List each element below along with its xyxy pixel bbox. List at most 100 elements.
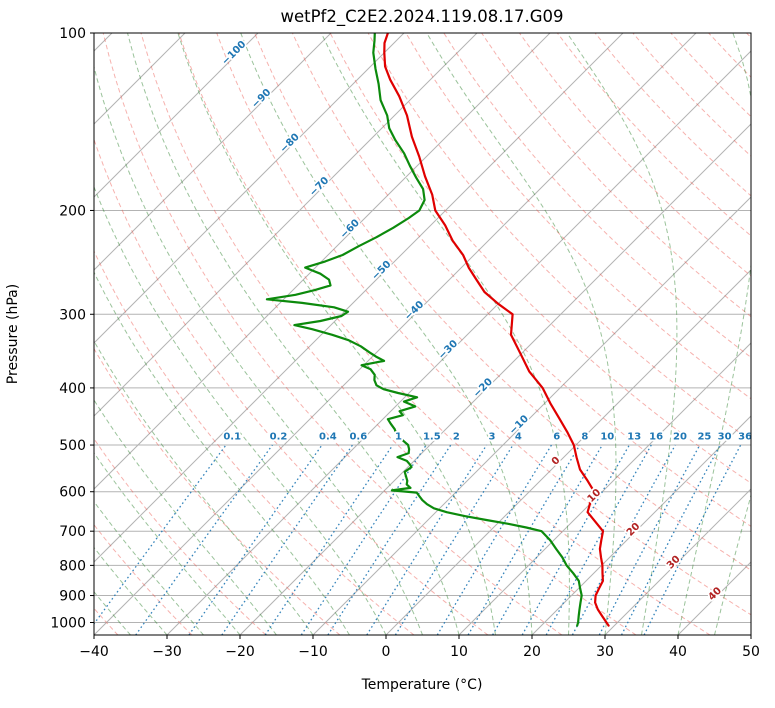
isotherm-line [239,123,751,635]
x-tick-label: 50 [742,644,760,660]
dry-adiabat [216,33,751,616]
mixing-ratio-line [94,444,227,625]
moist-adiabat [94,399,277,635]
isotherm-label: −50 [370,259,394,283]
dry-adiabat [94,138,489,635]
isotherm-label: −90 [250,87,274,111]
mixing-ratio-line [327,444,452,635]
mixing-ratio-label: 4 [515,432,522,443]
dry-adiabat [291,33,751,527]
isotherm-line [94,33,624,563]
moist-adiabat [320,33,570,635]
moist-adiabat-lines [94,33,751,635]
isotherm-label: −60 [338,218,362,242]
dewpoint-line [265,33,583,627]
moist-adiabat [177,33,496,635]
mixing-ratio-line [366,444,488,635]
mixing-ratio-line [221,444,354,635]
dry-adiabat [140,33,637,635]
mixing-ratio-line [394,444,514,635]
isotherm-line [677,561,751,635]
mixing-ratio-line [643,444,742,635]
mixing-ratio-line [300,444,427,635]
y-tick-label: 800 [59,558,86,574]
isotherm-label: 40 [706,585,724,603]
isotherm-label: −80 [278,132,302,156]
moist-adiabat [426,33,617,635]
moist-adiabat [94,591,131,635]
isotherm-line [312,196,751,635]
isotherm-line [750,634,751,635]
mixing-ratio-line [545,444,652,635]
x-tick-label: 10 [450,644,468,660]
x-axis-ticks: −40 −30 −20 −10 0 10 20 30 40 50 [79,635,760,660]
dry-adiabat [405,33,751,400]
mixing-ratio-label: 1.5 [423,432,441,443]
dry-adiabat [518,33,751,277]
dry-adiabat [254,33,751,571]
mixing-ratio-line [264,444,394,635]
mixing-ratio-line [436,444,553,635]
x-tick-label: −20 [225,644,255,660]
mixing-ratio-label: 36 [738,432,752,443]
isotherm-label: 0 [550,455,563,468]
mixing-ratio-line [467,444,581,635]
moist-adiabat [94,185,387,635]
y-tick-label: 700 [59,524,86,540]
pressure-gridlines [94,33,751,623]
isotherm-line [166,50,751,635]
y-axis-title: Pressure (hPa) [5,284,21,384]
y-tick-label: 100 [59,26,86,42]
x-tick-label: 30 [596,644,614,660]
temperature-line [383,33,610,627]
plot-border [93,32,752,636]
dry-adiabat [94,250,415,635]
isotherm-line [94,33,186,125]
y-tick-label: 600 [59,485,86,501]
isotherm-line [94,33,478,417]
mixing-ratio-line [135,444,273,635]
mixing-ratio-label: 13 [627,432,641,443]
isotherm-line [458,342,751,635]
isotherm-line [94,33,405,344]
mixing-ratio-label: 0.4 [319,432,337,443]
moist-adiabat [240,33,533,635]
mixing-ratio-line [598,444,701,635]
y-axis-ticks: 100 200 300 400 500 600 700 800 900 1000 [50,26,94,632]
mixing-ratio-label: 0.1 [223,432,241,443]
mixing-ratio-lines [94,444,742,635]
y-tick-label: 1000 [50,616,86,632]
x-tick-label: −40 [79,644,109,660]
dry-adiabat [632,33,751,157]
x-tick-label: 20 [523,644,541,660]
moist-adiabat [94,452,241,635]
dry-adiabat [708,33,751,78]
isotherm-label: 20 [625,521,643,539]
mixing-ratio-line [620,444,721,635]
x-tick-label: −10 [298,644,328,660]
dry-adiabat [102,33,563,635]
mixing-ratio-labels: 0.1 0.2 0.4 0.6 1 1.5 2 3 4 6 8 10 13 16 20 25 30 36 [222,430,754,445]
dry-adiabat [329,33,751,484]
dry-adiabat [94,524,193,635]
isotherm-label: −40 [403,299,427,323]
x-tick-label: 0 [382,644,391,660]
mixing-ratio-label: 0.6 [349,432,367,443]
isotherm-label: −70 [308,175,332,199]
mixing-ratio-label: 16 [649,432,663,443]
moist-adiabat [94,271,350,635]
mixing-ratio-label: 3 [489,432,496,443]
dry-adiabat [94,437,267,635]
moist-adiabat [94,500,204,635]
moist-adiabat [94,65,423,635]
mixing-ratio-line [571,444,676,635]
x-axis-title: Temperature (°C) [361,677,483,693]
sounding-lines [265,33,610,627]
mixing-ratio-label: 1 [395,432,402,443]
y-tick-label: 900 [59,589,86,605]
isotherm-line [94,33,259,198]
isotherm-line [604,488,751,635]
chart-title: wetPf2_C2E2.2024.119.08.17.G09 [280,7,563,27]
